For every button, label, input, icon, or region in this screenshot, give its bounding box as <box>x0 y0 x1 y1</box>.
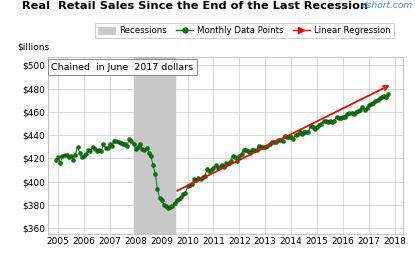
Bar <box>134 57 175 234</box>
Legend: Recessions, Monthly Data Points, Linear Regression: Recessions, Monthly Data Points, Linear … <box>95 23 394 38</box>
Text: $illions: $illions <box>17 43 50 52</box>
Text: Chained  in June  2017 dollars: Chained in June 2017 dollars <box>51 62 193 72</box>
Text: dshort.com: dshort.com <box>362 1 413 10</box>
Text: Real  Retail Sales Since the End of the Last Recession: Real Retail Sales Since the End of the L… <box>22 1 368 11</box>
